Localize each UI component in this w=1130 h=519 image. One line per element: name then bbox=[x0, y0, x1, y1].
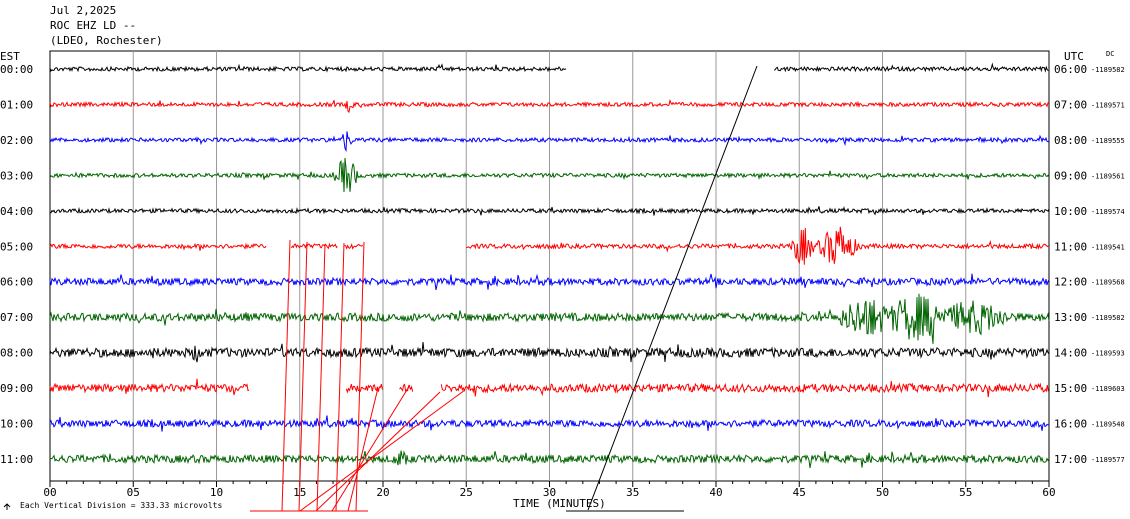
trace-line bbox=[49, 131, 1050, 153]
trace-line bbox=[49, 415, 1050, 432]
dc-label: DC bbox=[1106, 50, 1114, 58]
utc-time-label: 12:00 bbox=[1054, 276, 1087, 289]
red-marker-line bbox=[315, 391, 441, 512]
est-time-label: 02:00 bbox=[0, 134, 33, 147]
red-marker-line bbox=[299, 389, 466, 512]
red-marker-line bbox=[335, 242, 345, 512]
est-time-label: 06:00 bbox=[0, 276, 33, 289]
x-tick-label: 45 bbox=[793, 486, 806, 499]
dc-offset-label: -1189568 bbox=[1091, 279, 1125, 287]
dc-offset-label: -1189582 bbox=[1091, 314, 1125, 322]
trace-line bbox=[345, 384, 383, 394]
trace-line bbox=[50, 205, 1050, 216]
trace-line bbox=[773, 62, 1049, 73]
dc-offset-label: -1189603 bbox=[1091, 385, 1125, 393]
trace-line bbox=[49, 63, 567, 73]
scale-arrow-icon bbox=[3, 503, 11, 510]
trace-line bbox=[466, 226, 1049, 265]
utc-time-label: 09:00 bbox=[1054, 169, 1087, 182]
dc-offset-label: -1189571 bbox=[1091, 101, 1125, 109]
reference-line bbox=[587, 65, 758, 511]
x-tick-label: 30 bbox=[543, 486, 556, 499]
x-tick-label: 40 bbox=[709, 486, 722, 499]
x-tick-label: 50 bbox=[876, 486, 889, 499]
network-name: (LDEO, Rochester) bbox=[50, 34, 163, 47]
est-time-label: 01:00 bbox=[0, 98, 33, 111]
x-tick-label: 05 bbox=[127, 486, 140, 499]
est-time-label: 10:00 bbox=[0, 418, 33, 431]
utc-time-label: 13:00 bbox=[1054, 311, 1087, 324]
trace-line bbox=[49, 378, 250, 396]
x-tick-label: 60 bbox=[1042, 486, 1055, 499]
utc-time-label: 14:00 bbox=[1054, 347, 1087, 360]
dc-offset-label: -1189582 bbox=[1091, 66, 1125, 74]
trace-line bbox=[49, 273, 1050, 291]
station-code: ROC EHZ LD -- bbox=[50, 19, 137, 32]
red-marker-line bbox=[316, 243, 326, 512]
dc-offset-label: -1189574 bbox=[1091, 208, 1125, 216]
chart-date: Jul 2,2025 bbox=[50, 4, 117, 17]
dc-offset-label: -1189555 bbox=[1091, 137, 1125, 145]
x-tick-label: 25 bbox=[460, 486, 473, 499]
red-marker-line bbox=[331, 384, 411, 512]
utc-time-label: 08:00 bbox=[1054, 134, 1087, 147]
x-axis-label: TIME (MINUTES) bbox=[513, 497, 606, 510]
trace-line bbox=[344, 243, 364, 250]
dc-offset-label: -1189561 bbox=[1091, 172, 1125, 180]
scale-note: Each Vertical Division = 333.33 microvol… bbox=[20, 501, 222, 510]
trace-line bbox=[440, 381, 1049, 398]
utc-time-label: 11:00 bbox=[1054, 240, 1087, 253]
red-marker-line bbox=[298, 241, 308, 512]
est-time-label: 05:00 bbox=[0, 240, 33, 253]
est-time-label: 04:00 bbox=[0, 205, 33, 218]
dc-offset-label: -1189541 bbox=[1091, 243, 1125, 251]
trace-line bbox=[49, 293, 1050, 344]
est-time-label: 03:00 bbox=[0, 169, 33, 182]
trace-line bbox=[49, 98, 1050, 114]
dc-offset-label: -1189548 bbox=[1091, 421, 1125, 429]
trace-line bbox=[49, 342, 1050, 363]
est-time-label: 00:00 bbox=[0, 63, 33, 76]
utc-time-label: 10:00 bbox=[1054, 205, 1087, 218]
trace-line bbox=[290, 242, 338, 250]
x-tick-label: 55 bbox=[959, 486, 972, 499]
trace-line bbox=[49, 242, 267, 251]
right-timezone-label: UTC bbox=[1064, 50, 1084, 63]
utc-time-label: 07:00 bbox=[1054, 98, 1087, 111]
utc-time-label: 15:00 bbox=[1054, 382, 1087, 395]
x-tick-label: 20 bbox=[376, 486, 389, 499]
est-time-label: 07:00 bbox=[0, 311, 33, 324]
utc-time-label: 17:00 bbox=[1054, 453, 1087, 466]
est-time-label: 11:00 bbox=[0, 453, 33, 466]
utc-time-label: 06:00 bbox=[1054, 63, 1087, 76]
dc-offset-label: -1189577 bbox=[1091, 456, 1125, 464]
left-timezone-label: EST bbox=[0, 50, 20, 63]
dc-offset-label: -1189593 bbox=[1091, 350, 1125, 358]
red-marker-line bbox=[347, 387, 379, 512]
x-tick-label: 35 bbox=[626, 486, 639, 499]
red-marker-line bbox=[281, 239, 291, 512]
x-tick-label: 00 bbox=[43, 486, 56, 499]
x-tick-label: 10 bbox=[210, 486, 223, 499]
est-time-label: 08:00 bbox=[0, 347, 33, 360]
est-time-label: 09:00 bbox=[0, 382, 33, 395]
utc-time-label: 16:00 bbox=[1054, 418, 1087, 431]
trace-line bbox=[49, 450, 1050, 468]
trace-line bbox=[49, 157, 1050, 193]
red-marker-line bbox=[355, 241, 365, 512]
